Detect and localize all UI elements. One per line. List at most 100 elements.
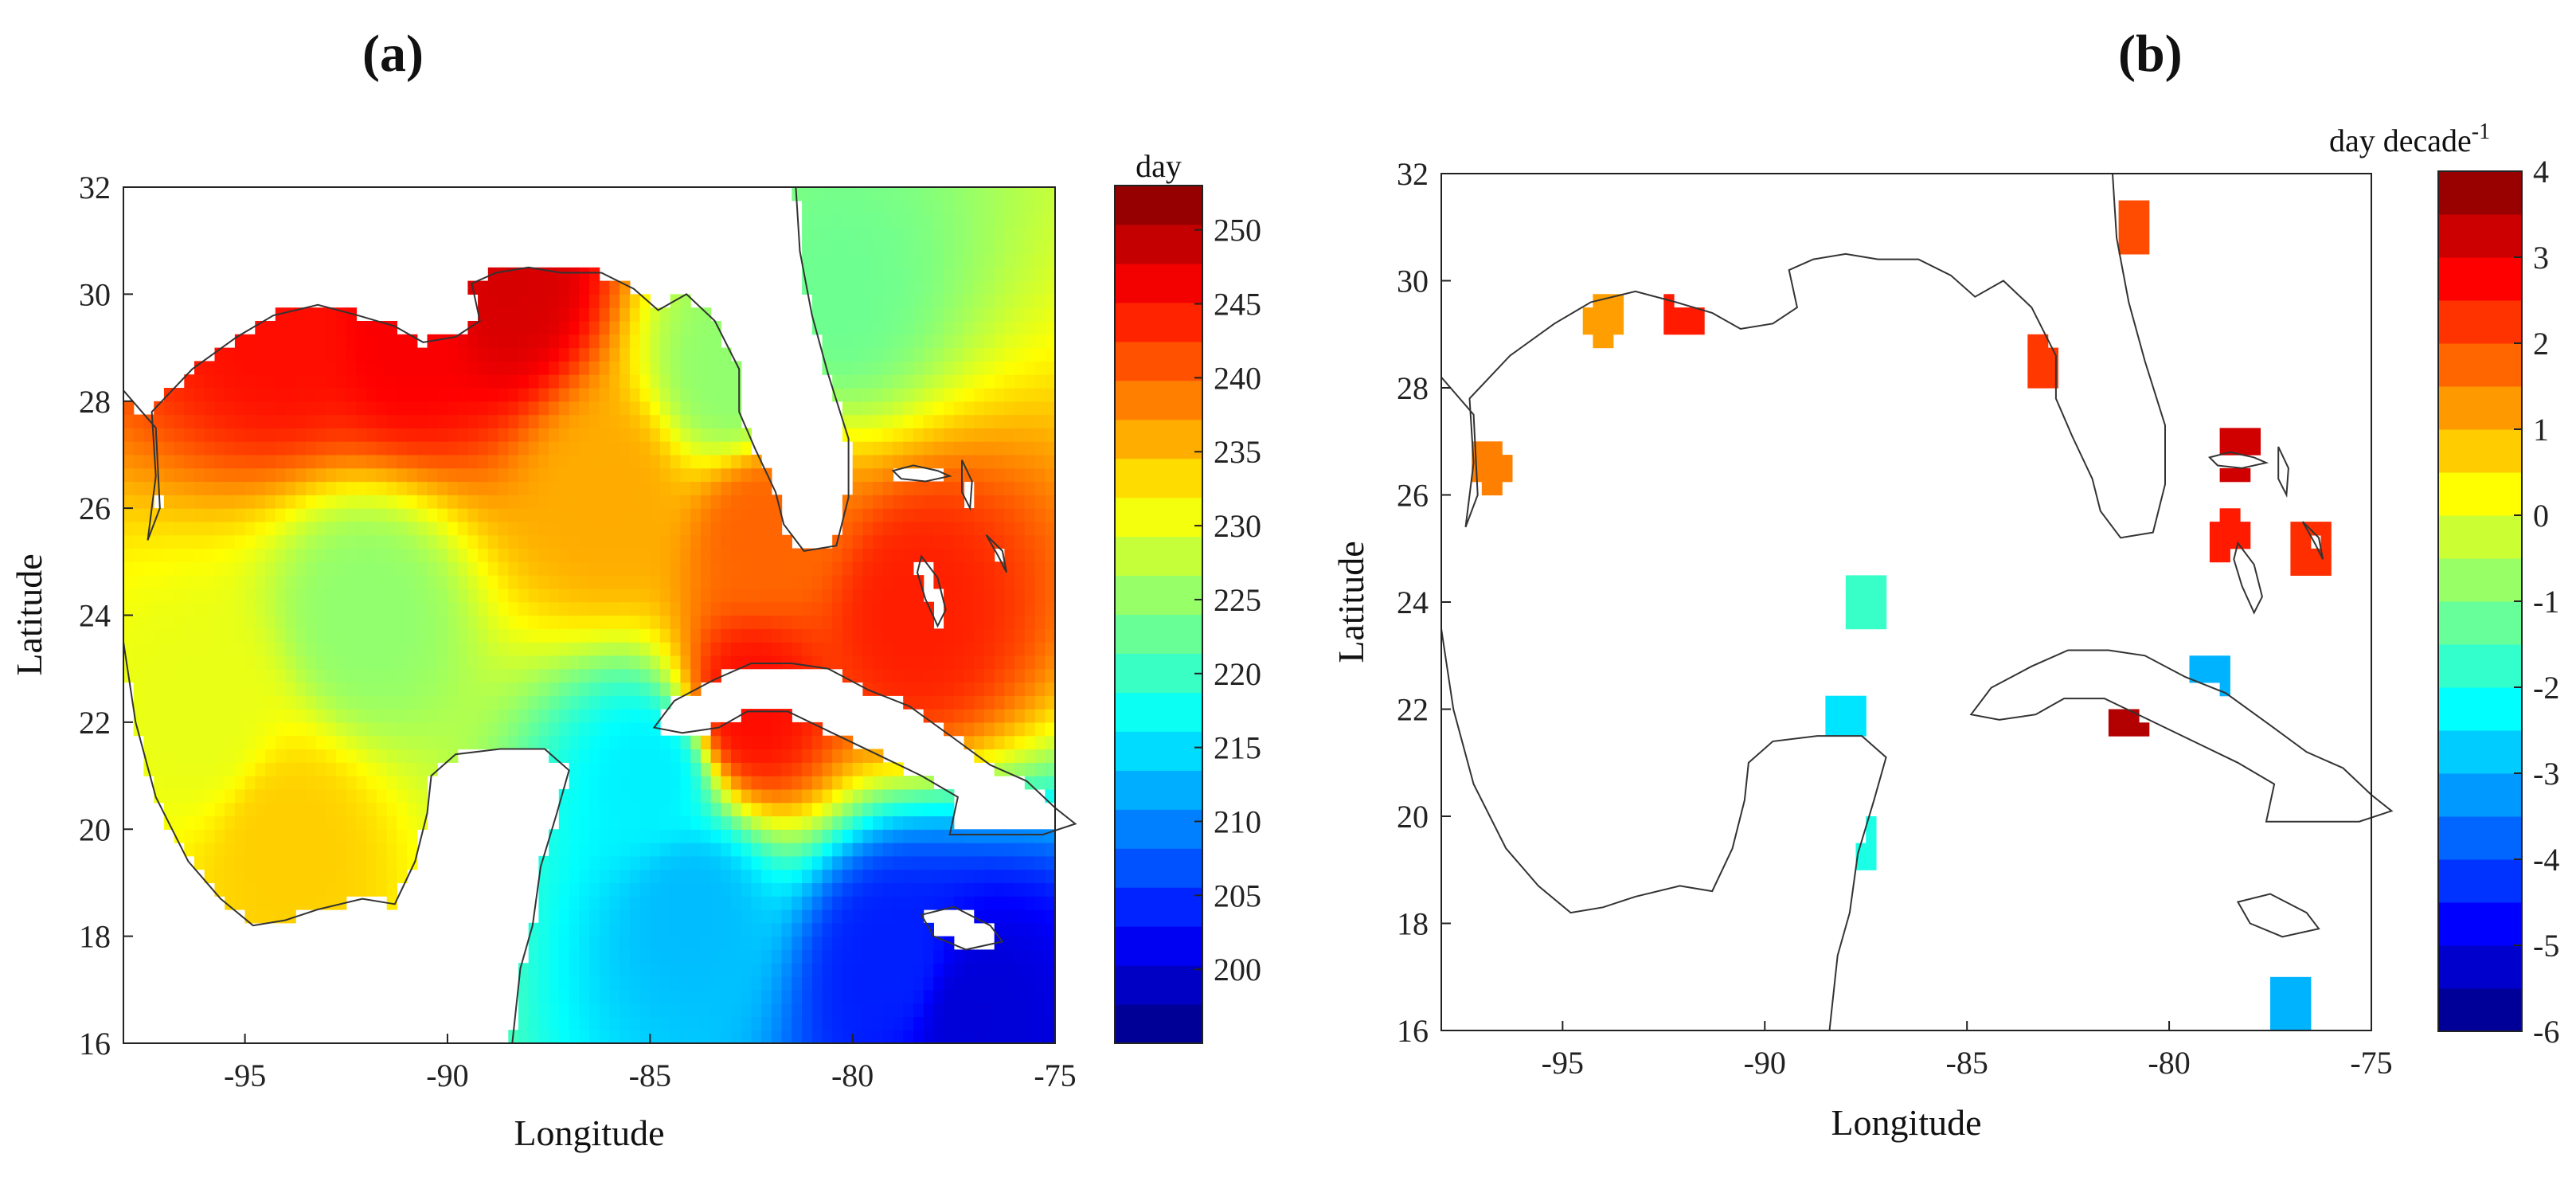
heatmap-cell (680, 454, 691, 469)
heatmap-cell (1024, 334, 1036, 349)
heatmap-cell (518, 428, 530, 442)
heatmap-cell (994, 709, 1005, 723)
heatmap-cell (508, 347, 519, 362)
heatmap-cell (609, 709, 620, 723)
heatmap-cell (194, 481, 205, 495)
heatmap-cell (984, 949, 995, 964)
heatmap-cell (508, 508, 519, 522)
heatmap-cell (407, 575, 418, 589)
heatmap-cell (903, 909, 914, 924)
heatmap-cell (862, 655, 874, 670)
heatmap-cell (255, 388, 266, 402)
heatmap-cell (498, 428, 509, 442)
heatmap-cell (802, 949, 813, 964)
heatmap-cell (599, 601, 610, 616)
heatmap-cell (1045, 642, 1056, 656)
heatmap-cell (741, 428, 752, 442)
heatmap-cell (285, 749, 296, 763)
heatmap-cell (265, 788, 276, 804)
heatmap-cell (802, 735, 813, 750)
heatmap-cell (680, 735, 691, 750)
heatmap-cell (569, 855, 580, 870)
heatmap-cell (690, 976, 702, 991)
heatmap-cell (275, 642, 287, 656)
heatmap-cell (437, 588, 448, 603)
heatmap-cell (184, 722, 195, 737)
heatmap-cell (690, 922, 702, 937)
heatmap-cell (781, 936, 792, 950)
heatmap-cell (913, 976, 924, 991)
heatmap-cell (579, 361, 590, 375)
heatmap-cell (1024, 254, 1036, 268)
heatmap-cell (944, 213, 955, 228)
heatmap-cell (498, 548, 509, 562)
heatmap-cell (508, 709, 519, 723)
heatmap-cell (123, 534, 135, 549)
heatmap-cell (761, 508, 772, 522)
heatmap-cell (558, 347, 570, 362)
heatmap-cell (518, 695, 530, 710)
heatmap-cell (944, 615, 955, 629)
heatmap-cell (123, 615, 135, 629)
heatmap-cell (721, 949, 732, 964)
heatmap-cell (549, 709, 560, 723)
heatmap-cell (467, 428, 479, 442)
heatmap-cell (305, 467, 317, 483)
heatmap-cell (792, 601, 803, 616)
heatmap-cell (1034, 534, 1046, 549)
heatmap-cell (376, 401, 388, 416)
heatmap-cell (2219, 655, 2230, 670)
heatmap-cell (285, 481, 296, 495)
heatmap-cell (994, 347, 1005, 362)
heatmap-cell (579, 909, 590, 924)
heatmap-cell (984, 334, 995, 349)
heatmap-cell (822, 561, 833, 576)
heatmap-cell (862, 1016, 874, 1030)
heatmap-cell (326, 762, 337, 776)
heatmap-cell (650, 989, 661, 1004)
heatmap-cell (1845, 615, 1857, 630)
heatmap-cell (933, 254, 944, 268)
heatmap-cell (1024, 347, 1036, 362)
heatmap-cell (528, 307, 539, 322)
heatmap-cell (305, 695, 317, 710)
heatmap-cell (1024, 642, 1036, 656)
heatmap-cell (265, 521, 276, 536)
heatmap-cell (589, 307, 600, 322)
heatmap-cell (285, 628, 296, 643)
heatmap-cell (315, 441, 326, 456)
heatmap-cell (275, 334, 287, 349)
heatmap-cell (244, 601, 256, 616)
heatmap-cell (356, 855, 367, 870)
heatmap-cell (660, 628, 671, 643)
y-tick-label: 26 (79, 491, 111, 526)
heatmap-cell (204, 855, 215, 870)
heatmap-cell (194, 428, 205, 442)
heatmap-cell (589, 949, 600, 964)
heatmap-cell (163, 655, 175, 670)
heatmap-cell (437, 347, 448, 362)
heatmap-cell (579, 989, 590, 1004)
heatmap-cell (234, 655, 246, 670)
heatmap-cell (1855, 575, 1867, 589)
heatmap-cell (386, 495, 397, 509)
heatmap-cell (366, 467, 377, 483)
heatmap-cell (882, 441, 894, 456)
heatmap-cell (599, 521, 610, 536)
heatmap-cell (609, 334, 620, 349)
heatmap-cell (994, 735, 1005, 750)
heatmap-cell (751, 467, 762, 483)
heatmap-cell (154, 628, 165, 643)
heatmap-cell (802, 200, 813, 215)
heatmap-cell (913, 521, 924, 536)
heatmap-cell (376, 682, 388, 696)
heatmap-cell (1845, 709, 1857, 723)
heatmap-cell (862, 561, 874, 576)
heatmap-cell (903, 241, 914, 255)
heatmap-cell (549, 401, 560, 416)
heatmap-cell (721, 829, 732, 843)
heatmap-cell (609, 508, 620, 522)
heatmap-cell (265, 896, 276, 910)
heatmap-cell (234, 695, 246, 710)
heatmap-cell (518, 735, 530, 750)
